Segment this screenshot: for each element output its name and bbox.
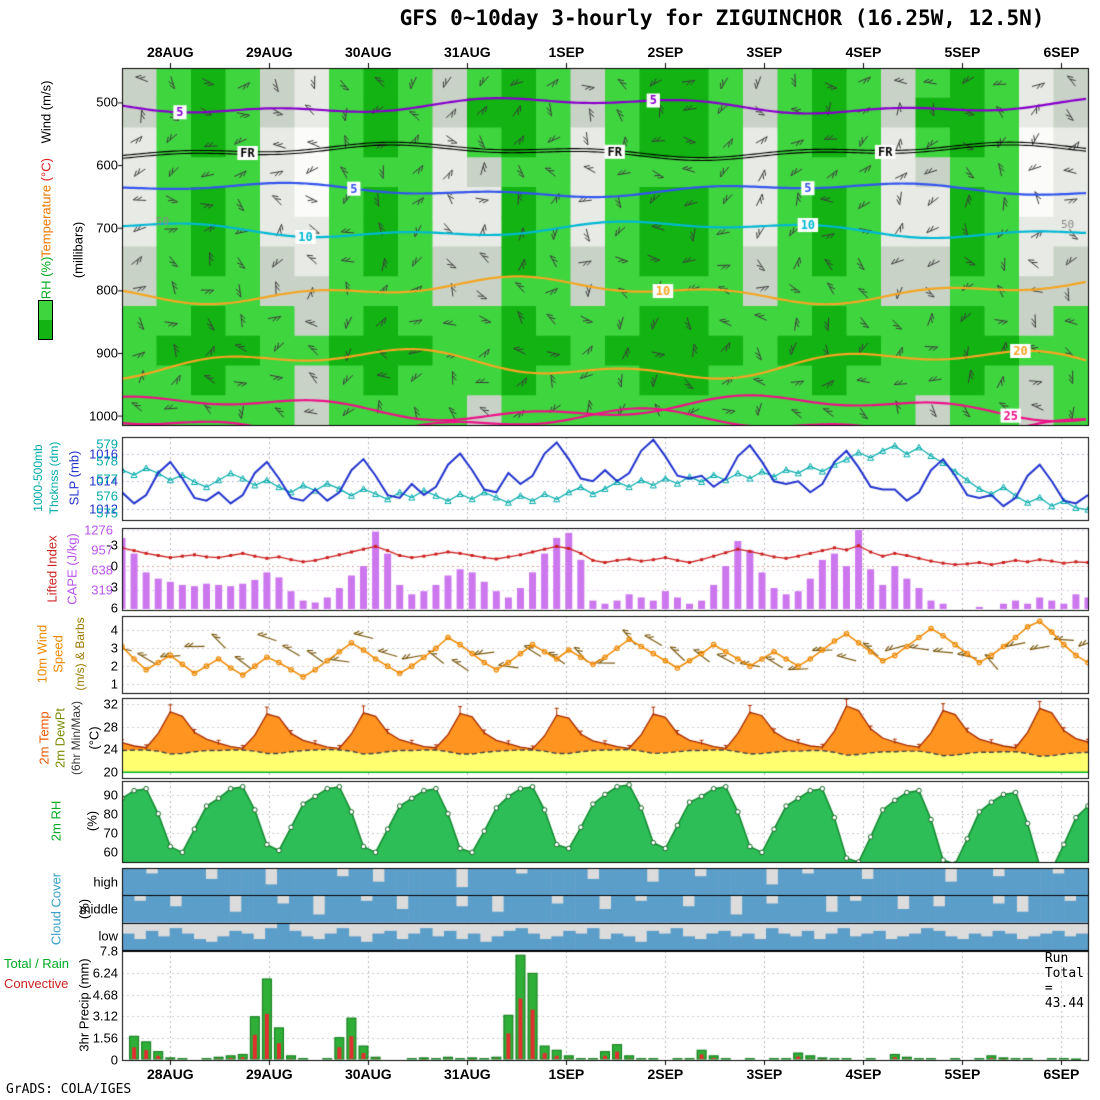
day-label-bottom: 28AUG: [146, 1066, 194, 1082]
p3-cape-label: CAPE (J/kg): [64, 533, 80, 605]
day-label-bottom: 1SEP: [548, 1066, 585, 1082]
p7-cloud-cover-label: Cloud Cover: [48, 872, 64, 946]
p1-temperature-word: Temperature: [38, 184, 54, 258]
p5-temp-tick: 24: [103, 741, 118, 757]
p2-thickness-label-line1: 1000-500mb: [31, 444, 45, 512]
p8-precip-tick: 0: [110, 1052, 118, 1068]
day-label-bottom: 5SEP: [944, 1066, 981, 1082]
p3-cape-tick: 638: [91, 562, 113, 578]
p4-wind-tick: 4: [110, 622, 118, 638]
p1-pressure-tick: 900: [96, 345, 118, 361]
day-label-top: 2SEP: [647, 44, 684, 60]
p4-wind-label-line2: Speed: [50, 635, 66, 673]
day-label-top: 3SEP: [746, 44, 783, 60]
p8-precip-tick: 1.56: [92, 1030, 118, 1046]
run-total-label: Run Total = 43.44: [1044, 951, 1084, 1011]
day-label-bottom: 31AUG: [444, 1066, 491, 1082]
p4-wind-units-label: (m/s) & Barbs: [73, 617, 87, 691]
day-label-top: 31AUG: [444, 44, 491, 60]
p5-temp-label: 2m Temp: [36, 711, 52, 765]
p7-row-label-middle: middle: [79, 901, 118, 917]
p3-li-tick: 3: [110, 579, 118, 595]
p5-temp-tick: 32: [103, 696, 118, 712]
p6-rh-label: 2m RH: [48, 800, 64, 842]
p1-wind-axis-label: Wind (m/s): [38, 80, 54, 144]
p1-millibars-axis-label: (millibars): [70, 221, 86, 279]
p2-slp-tick: 1012: [89, 501, 118, 517]
day-label-bottom: 4SEP: [845, 1066, 882, 1082]
p3-lifted-index-label: Lifted Index: [44, 535, 60, 603]
p8-precip-tick: 3.12: [92, 1008, 118, 1024]
credit: GrADS: COLA/IGES: [6, 1082, 132, 1097]
p4-wind-tick: 2: [110, 658, 118, 674]
rh-legend-light-green: [39, 301, 52, 320]
p5-temp-tick: 20: [103, 764, 118, 780]
chart-title: GFS 0~10day 3-hourly for ZIGUINCHOR (16.…: [399, 6, 1045, 30]
p3-li-tick: 0: [110, 558, 118, 574]
p2-thickness-tick: 576: [96, 488, 118, 504]
p2-thickness-tick: 577: [96, 471, 118, 486]
p3-cape-tick: 1276: [84, 522, 113, 538]
day-label-bottom: 6SEP: [1043, 1066, 1080, 1082]
p1-pressure-tick: 1000: [89, 408, 118, 424]
p8-precip-tick: 4.68: [92, 987, 118, 1003]
p3-li-tick: 6: [110, 600, 118, 616]
p5-temp-tick: 28: [103, 719, 118, 735]
p3-cape-tick: 319: [91, 582, 113, 598]
p8-precip-tick: 6.24: [92, 965, 118, 981]
p5-unit-label: (°C): [86, 726, 102, 750]
p1-temperature-axis-label: Temperature (°C): [39, 158, 54, 258]
day-label-top: 5SEP: [944, 44, 981, 60]
p1-temperature-unit: (°C): [38, 158, 54, 185]
p2-thickness-label-line2: Thcknss (dm): [47, 441, 61, 515]
day-label-bottom: 30AUG: [344, 1066, 392, 1082]
p4-wind-label-line1: 10m Wind: [34, 624, 50, 684]
p7-row-label-high: high: [93, 874, 118, 890]
day-label-bottom: 2SEP: [647, 1066, 684, 1082]
p2-thickness-tick: 579: [96, 436, 118, 452]
p6-rh-tick: 90: [103, 787, 118, 802]
p4-wind-tick: 3: [110, 640, 118, 656]
p1-rh-axis-label: RH (%): [38, 256, 54, 300]
day-label-top: 29AUG: [245, 44, 293, 60]
p1-pressure-tick: 500: [96, 94, 118, 110]
p2-thickness-tick: 578: [96, 453, 118, 469]
p5-minmax-label: (6hr Min/Max): [69, 700, 83, 776]
p4-wind-tick: 1: [110, 676, 118, 692]
p1-pressure-tick: 600: [96, 157, 118, 173]
day-label-bottom: 29AUG: [245, 1066, 293, 1082]
p8-convective-label: Convective: [4, 976, 69, 991]
p8-precip-tick: 7.8: [99, 943, 118, 959]
p1-pressure-tick: 800: [96, 282, 118, 298]
p6-rh-tick: 70: [103, 825, 118, 841]
p6-rh-tick: 80: [103, 806, 118, 822]
p3-cape-tick: 957: [91, 542, 113, 558]
rh-legend-dark-green: [39, 320, 52, 339]
day-label-top: 1SEP: [548, 44, 585, 60]
p6-rh-tick: 60: [103, 844, 118, 860]
p1-pressure-tick: 700: [96, 220, 118, 236]
day-label-top: 30AUG: [344, 44, 392, 60]
p8-total-rain-label: Total / Rain: [4, 956, 70, 971]
p8-precip-axis-label: 3hr Precip (mm): [76, 958, 92, 1052]
p6-unit-label: (%): [84, 810, 100, 832]
day-label-bottom: 3SEP: [746, 1066, 783, 1082]
rh-legend-swatch: [38, 300, 53, 340]
p2-slp-tick: 1016: [89, 446, 118, 462]
p7-row-label-low: low: [98, 928, 118, 944]
p2-slp-label: SLP (mb): [66, 450, 82, 506]
day-label-top: 28AUG: [146, 44, 194, 60]
p5-dewpt-label: 2m DewPt: [52, 708, 68, 768]
p2-slp-tick: 1014: [89, 473, 118, 489]
p2-thickness-tick: 575: [96, 505, 118, 521]
p3-li-tick: -3: [106, 537, 118, 553]
day-label-top: 4SEP: [845, 44, 882, 60]
day-label-top: 6SEP: [1043, 44, 1080, 60]
